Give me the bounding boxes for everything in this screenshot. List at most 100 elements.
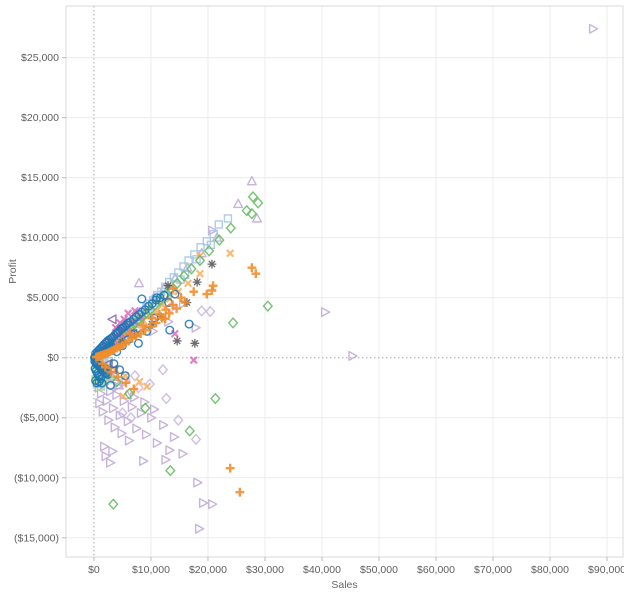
data-point-green-diamond[interactable] [262, 300, 274, 312]
data-point-orange-plus[interactable] [168, 300, 178, 310]
data-point-lavender-triangle-right[interactable] [104, 415, 114, 426]
data-point-lavender-triangle-right[interactable] [152, 437, 163, 448]
data-point-blue-circle[interactable] [134, 310, 144, 320]
data-point-blue-circle[interactable] [131, 312, 141, 322]
data-point-lavender-triangle-right[interactable] [161, 454, 171, 465]
data-point-orange-plus[interactable] [147, 313, 157, 323]
data-point-green-diamond[interactable] [165, 464, 176, 477]
data-point-gray-asterisk[interactable] [192, 277, 202, 287]
data-point-lavender-triangle-right[interactable] [148, 326, 159, 337]
data-point-lavender-diamond[interactable] [204, 305, 216, 318]
data-point-lavender-triangle-right[interactable] [100, 441, 110, 452]
data-point-lavender-triangle-up[interactable] [133, 277, 144, 288]
data-point-orange-plus[interactable] [91, 352, 101, 362]
data-point-lavender-triangle-right[interactable] [108, 403, 119, 414]
data-point-lavender-triangle-right[interactable] [169, 431, 180, 442]
data-point-gray-asterisk[interactable] [163, 281, 173, 291]
data-point-green-diamond[interactable] [225, 222, 237, 234]
data-point-orange-plus[interactable] [176, 293, 186, 303]
data-point-light-orange-x[interactable] [195, 269, 205, 278]
data-point-blue-circle[interactable] [133, 338, 143, 348]
data-point-green-diamond[interactable] [247, 191, 259, 203]
data-point-green-diamond[interactable] [145, 303, 156, 316]
data-point-lavender-diamond[interactable] [173, 414, 184, 426]
data-point-lavender-triangle-right[interactable] [191, 322, 201, 333]
data-point-light-blue-square[interactable] [196, 243, 205, 252]
data-point-lavender-triangle-right[interactable] [208, 499, 218, 510]
data-point-lavender-triangle-right[interactable] [588, 23, 599, 34]
data-point-pink-x[interactable] [124, 309, 133, 318]
data-point-lavender-triangle-up[interactable] [233, 198, 244, 209]
data-point-blue-circle[interactable] [165, 325, 175, 335]
data-point-orange-plus[interactable] [136, 329, 146, 339]
data-point-lavender-triangle-right[interactable] [208, 225, 218, 236]
data-point-lavender-diamond[interactable] [190, 433, 202, 446]
data-point-lavender-diamond[interactable] [129, 369, 141, 382]
data-point-lavender-triangle-right[interactable] [132, 423, 142, 434]
data-point-light-blue-square[interactable] [179, 262, 188, 271]
data-point-lavender-triangle-right[interactable] [348, 350, 358, 361]
data-point-purple-triangle-left[interactable] [107, 314, 117, 325]
data-point-orange-plus[interactable] [129, 384, 139, 394]
data-point-orange-plus[interactable] [160, 314, 170, 324]
data-point-orange-plus[interactable] [235, 487, 245, 497]
data-point-light-orange-x[interactable] [226, 249, 235, 258]
data-point-light-orange-x[interactable] [121, 371, 130, 380]
data-point-lavender-triangle-up[interactable] [251, 213, 262, 223]
data-point-green-diamond[interactable] [140, 402, 151, 414]
data-point-blue-circle[interactable] [170, 289, 180, 299]
data-point-lavender-triangle-right[interactable] [320, 307, 331, 318]
data-point-lavender-triangle-up[interactable] [246, 175, 257, 186]
data-point-lavender-triangle-right[interactable] [141, 429, 152, 440]
data-point-lavender-triangle-right[interactable] [102, 395, 112, 406]
data-point-green-diamond[interactable] [246, 207, 258, 220]
data-point-light-orange-x[interactable] [142, 382, 151, 391]
data-point-lavender-triangle-right[interactable] [194, 523, 205, 534]
data-point-orange-plus[interactable] [125, 329, 135, 339]
data-point-green-diamond[interactable] [184, 425, 195, 437]
data-point-green-diamond[interactable] [194, 254, 206, 267]
data-point-orange-plus[interactable] [138, 320, 148, 330]
data-point-light-blue-square[interactable] [214, 220, 223, 229]
data-point-blue-circle[interactable] [137, 294, 147, 304]
data-point-orange-plus[interactable] [207, 286, 217, 295]
data-point-lavender-triangle-right[interactable] [96, 388, 107, 399]
data-point-lavender-triangle-right[interactable] [165, 445, 175, 456]
data-point-green-diamond[interactable] [186, 263, 197, 275]
data-point-lavender-triangle-right[interactable] [127, 401, 138, 412]
data-point-lavender-diamond[interactable] [117, 407, 128, 419]
data-point-gray-asterisk[interactable] [172, 336, 182, 346]
data-point-pink-x[interactable] [189, 356, 198, 365]
data-point-lavender-triangle-right[interactable] [193, 477, 203, 488]
data-point-lavender-triangle-up[interactable] [114, 379, 125, 390]
data-point-green-diamond[interactable] [203, 245, 215, 257]
data-point-green-diamond[interactable] [241, 204, 252, 217]
data-point-orange-plus[interactable] [151, 318, 161, 328]
data-point-lavender-diamond[interactable] [161, 392, 172, 405]
data-point-light-blue-square[interactable] [223, 214, 233, 223]
data-point-orange-plus[interactable] [225, 463, 235, 473]
data-point-green-diamond[interactable] [108, 498, 119, 511]
data-point-orange-plus[interactable] [168, 284, 178, 294]
data-point-lavender-triangle-right[interactable] [98, 406, 108, 417]
data-point-gray-asterisk[interactable] [190, 338, 200, 348]
data-point-lavender-triangle-right[interactable] [149, 404, 160, 415]
data-point-lavender-triangle-right[interactable] [117, 428, 127, 439]
data-point-orange-plus[interactable] [121, 378, 131, 388]
data-point-blue-circle[interactable] [184, 319, 194, 329]
data-point-lavender-triangle-right[interactable] [136, 407, 147, 418]
data-point-orange-plus[interactable] [189, 287, 199, 297]
data-point-green-diamond[interactable] [178, 270, 190, 282]
data-point-green-diamond[interactable] [252, 197, 264, 209]
data-point-lavender-triangle-right[interactable] [105, 457, 116, 468]
data-point-orange-plus[interactable] [247, 263, 257, 273]
data-point-blue-circle[interactable] [97, 378, 107, 388]
data-point-lavender-diamond[interactable] [196, 305, 207, 317]
data-point-orange-plus[interactable] [251, 269, 261, 279]
data-point-orange-plus[interactable] [202, 289, 212, 299]
data-point-blue-circle[interactable] [115, 365, 125, 375]
data-point-lavender-diamond[interactable] [157, 363, 169, 376]
data-point-orange-plus[interactable] [140, 325, 150, 335]
data-point-lavender-triangle-right[interactable] [110, 422, 120, 433]
data-point-green-diamond[interactable] [227, 317, 239, 329]
